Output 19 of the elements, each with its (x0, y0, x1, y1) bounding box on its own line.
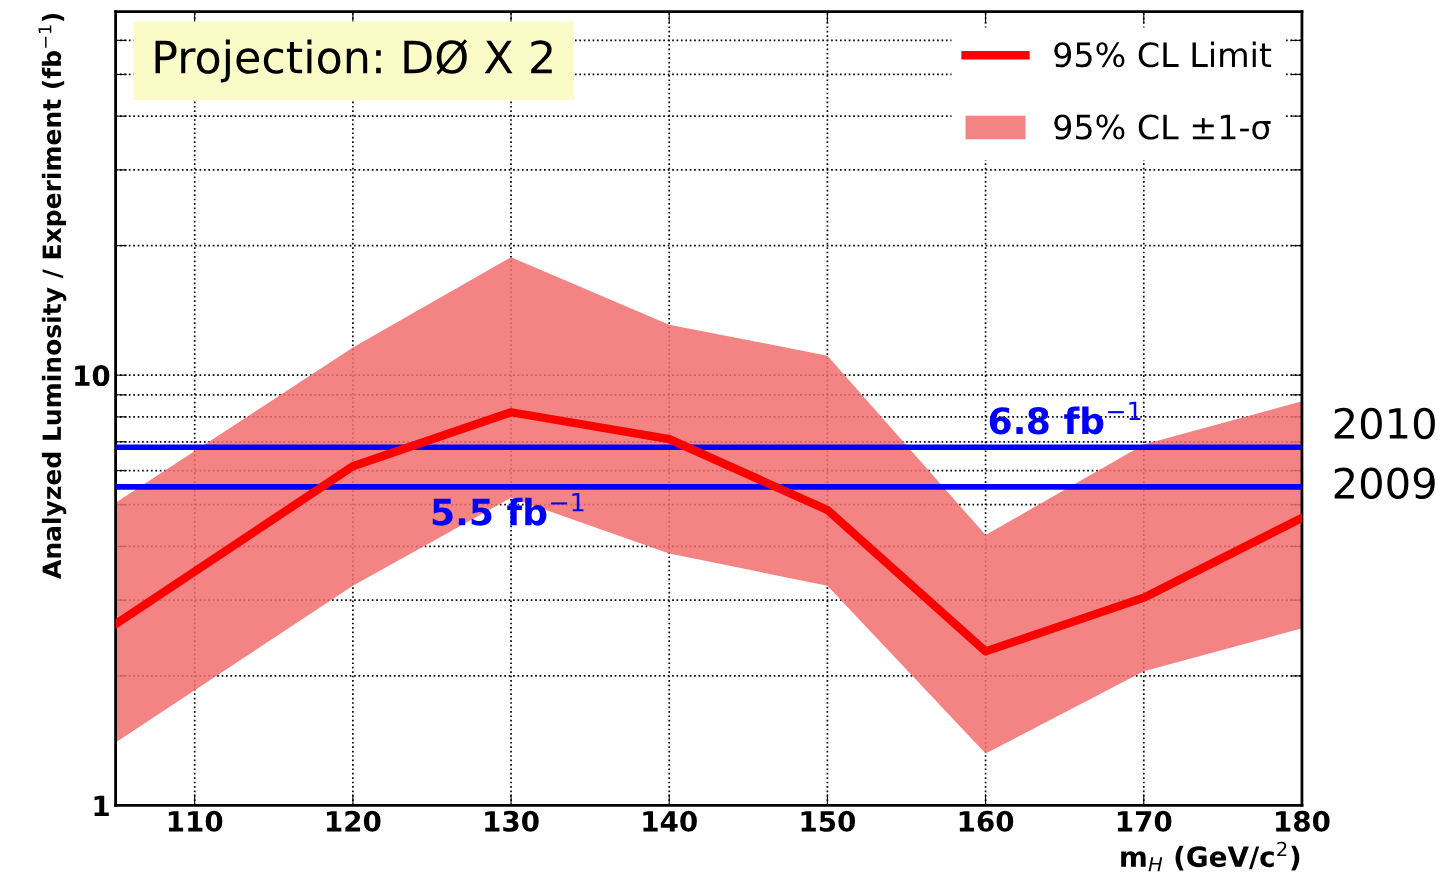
text: 2010 (1334, 407, 1435, 440)
legend-label: 95% CL Limit (1054, 41, 1272, 68)
x-tick-label: 170 (1117, 810, 1172, 832)
y-tick-label: 1 (94, 795, 109, 816)
legend-label: 95% CL ±1-σ (1054, 114, 1271, 140)
text: 2009 (1334, 467, 1435, 499)
y-axis-title: Analyzed Luminosity / Experiment (fb$^{−1}$) (38, 13, 67, 579)
annotation: Projection: DØ X 2 (155, 39, 552, 83)
x-tick-label: 150 (801, 810, 856, 832)
y-tick-label: 10 (75, 365, 110, 387)
x-tick-label: 120 (327, 810, 381, 832)
x-tick-label: 110 (168, 810, 223, 832)
ref-line-label: 5.5 fb$^{−1}$ (432, 492, 584, 526)
x-axis-title: m$_{H}$ (GeV/c$^{2}$) (1121, 841, 1300, 872)
ref-line-label: 6.8 fb$^{−1}$ (989, 401, 1141, 435)
x-tick-label: 130 (485, 810, 539, 832)
x-tick-label: 180 (1276, 810, 1330, 832)
x-tick-label: 160 (959, 810, 1014, 832)
x-tick-label: 140 (643, 810, 697, 832)
